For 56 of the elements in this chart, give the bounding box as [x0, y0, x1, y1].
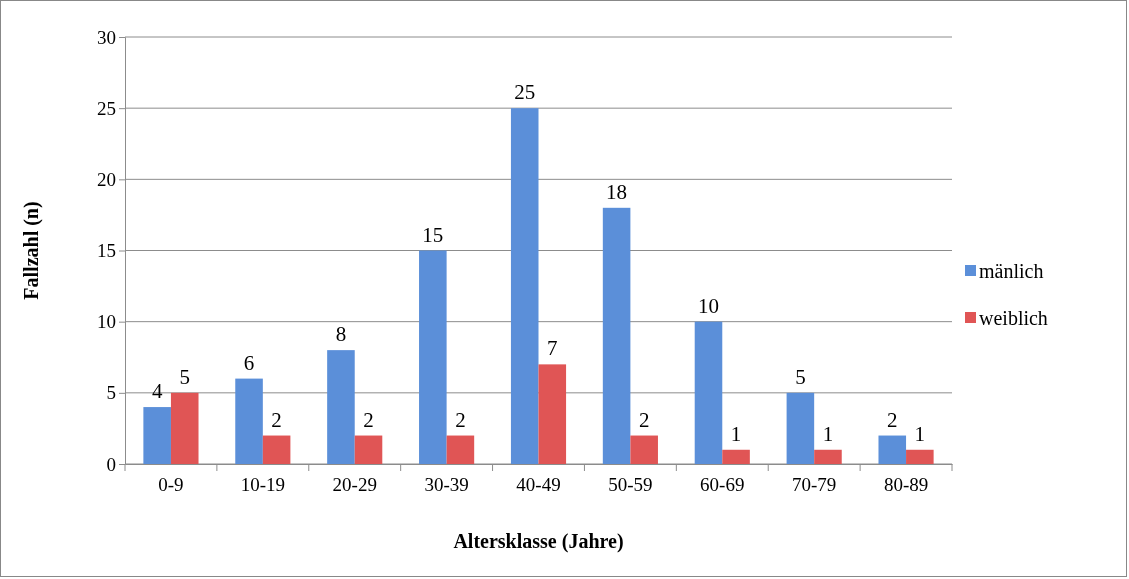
- bar: [602, 207, 631, 464]
- y-tick-label: 25: [97, 97, 116, 119]
- bar: [419, 250, 447, 464]
- bar: [722, 449, 750, 464]
- data-label: 5: [179, 364, 190, 389]
- bar: [878, 435, 907, 464]
- data-label: 18: [606, 179, 628, 204]
- data-label: 2: [638, 407, 650, 432]
- bar: [510, 108, 539, 464]
- y-tick-label: 5: [106, 382, 116, 404]
- data-label: 15: [422, 222, 444, 247]
- x-tick-label: 10-19: [240, 474, 285, 496]
- legend-label: weiblich: [979, 307, 1048, 329]
- bar: [786, 392, 815, 464]
- data-label: 2: [363, 407, 374, 432]
- y-tick-label: 20: [97, 168, 116, 190]
- y-tick-label: 0: [106, 453, 116, 475]
- y-tick-label: 15: [97, 240, 116, 262]
- x-tick-label: 50-59: [608, 474, 653, 496]
- data-label: 25: [514, 80, 536, 105]
- x-tick-label: 20-29: [332, 474, 377, 496]
- x-axis-title: Altersklasse (Jahre): [453, 530, 624, 553]
- data-label: 1: [914, 421, 926, 446]
- bar: [694, 321, 723, 464]
- data-label: 2: [455, 407, 466, 432]
- data-label: 4: [151, 379, 163, 404]
- x-tick-label: 70-79: [792, 474, 837, 496]
- data-label: 1: [822, 421, 834, 446]
- x-tick-label: 40-49: [516, 474, 561, 496]
- bar: [630, 435, 658, 464]
- bar: [446, 435, 475, 464]
- data-label: 1: [730, 421, 742, 446]
- bar: [327, 350, 355, 464]
- bar: [235, 378, 263, 464]
- y-tick-label: 10: [97, 311, 116, 333]
- bar: [354, 435, 383, 464]
- bar: [143, 407, 171, 464]
- data-label: 7: [547, 336, 558, 361]
- x-tick-label: 0-9: [158, 474, 184, 496]
- x-tick-label: 60-69: [700, 474, 745, 496]
- bar: [538, 364, 567, 464]
- data-label: 5: [795, 364, 806, 389]
- bar: [170, 392, 199, 464]
- data-label: 10: [697, 293, 719, 318]
- data-label: 2: [887, 407, 898, 432]
- data-label: 8: [335, 322, 347, 347]
- y-axis-title: Fallzahl (n): [20, 201, 43, 300]
- x-tick-label: 80-89: [883, 474, 929, 496]
- bar: [814, 449, 842, 464]
- data-label: 2: [271, 407, 282, 432]
- x-tick-label: 30-39: [424, 474, 469, 496]
- bar: [262, 435, 291, 464]
- bar: [906, 449, 934, 464]
- data-label: 6: [243, 350, 255, 375]
- y-tick-label: 30: [97, 26, 116, 48]
- legend-label: mänlich: [979, 260, 1044, 282]
